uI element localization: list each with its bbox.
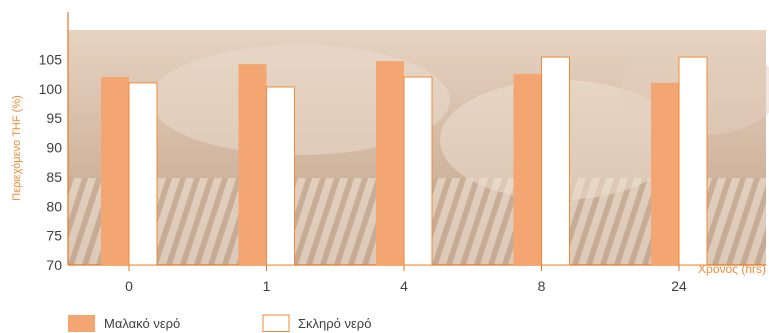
legend-swatch-hard xyxy=(262,314,290,332)
legend-label-soft: Μαλακό νερό xyxy=(104,316,180,331)
x-tick-label: 4 xyxy=(400,278,408,294)
bar-hard-water xyxy=(266,86,295,266)
bars xyxy=(101,56,708,266)
x-tick-label: 1 xyxy=(263,278,271,294)
bar-soft-water xyxy=(376,61,404,266)
y-tick-label: 75 xyxy=(46,228,62,244)
y-axis-title: Περιεχόμενο THF (%) xyxy=(11,95,23,201)
bar-soft-water xyxy=(101,77,129,265)
x-tick-label: 0 xyxy=(125,278,133,294)
y-tick-label: 80 xyxy=(46,198,62,214)
x-tick-label: 8 xyxy=(538,278,546,294)
bar-soft-water xyxy=(513,74,542,265)
x-tick-label: 24 xyxy=(671,278,687,294)
legend: Μαλακό νερό Σκληρό νερό xyxy=(68,314,371,332)
bar-soft-water xyxy=(238,64,267,265)
legend-swatch-soft xyxy=(68,315,95,332)
y-tick-label: 85 xyxy=(46,169,62,185)
legend-label-hard: Σκληρό νερό xyxy=(298,316,371,331)
y-tick-label: 70 xyxy=(46,257,62,273)
y-tick-label: 105 xyxy=(39,51,63,67)
bar-hard-water xyxy=(678,56,708,266)
y-tick-labels: 70 75 80 85 90 95 100 105 xyxy=(39,51,63,273)
x-axis-title: Χρόνος (hrs) xyxy=(698,262,766,276)
x-tick-labels: 0 1 4 8 24 xyxy=(125,265,687,294)
y-tick-label: 100 xyxy=(39,81,63,97)
bar-hard-water xyxy=(128,82,158,266)
bar-hard-water xyxy=(541,56,570,266)
y-tick-label: 90 xyxy=(46,140,62,156)
bar-hard-water xyxy=(403,76,433,266)
y-tick-label: 95 xyxy=(46,110,62,126)
bar-soft-water xyxy=(651,82,679,265)
